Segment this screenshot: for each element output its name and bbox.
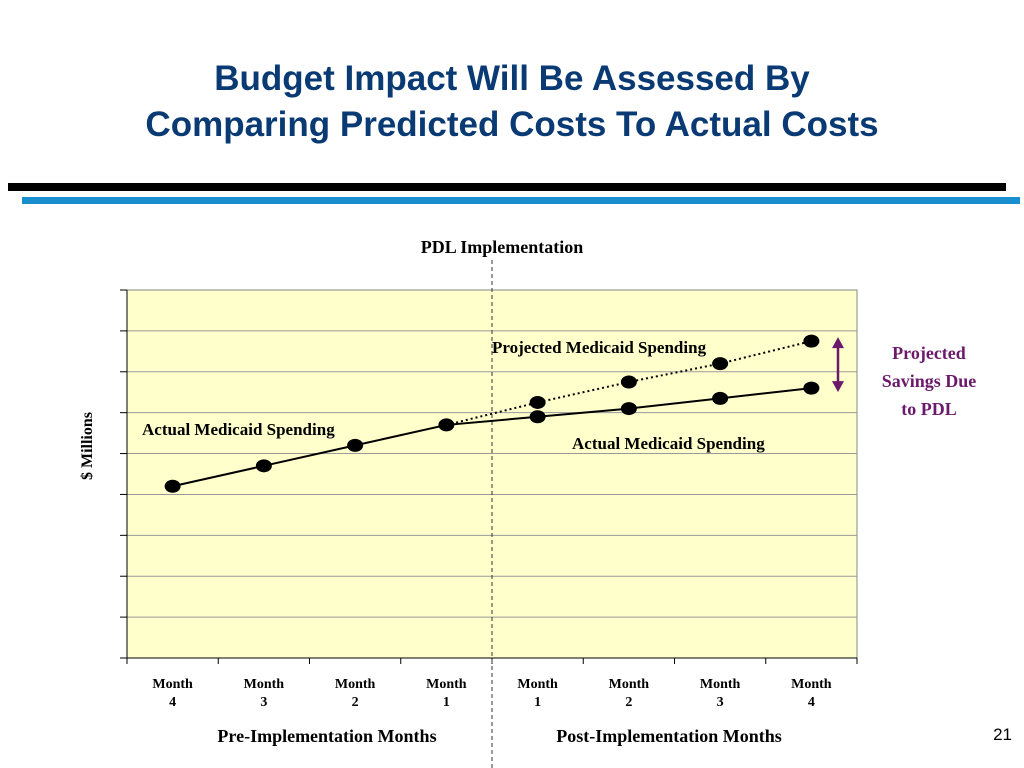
series-line-1 (446, 340, 812, 426)
data-point (164, 479, 181, 493)
data-point (255, 459, 272, 473)
data-point (529, 395, 546, 409)
data-point (803, 381, 820, 395)
x-tick-label: Month 1 (426, 677, 467, 710)
x-tick-label: Month 4 (791, 677, 832, 710)
projected-label: Projected Medicaid Spending (492, 338, 707, 357)
title-rule-black (8, 183, 1006, 191)
y-axis-label: $ Millions (79, 412, 96, 480)
slide-title: Budget Impact Will Be Assessed By Compar… (0, 56, 1024, 148)
actual-label-pre: Actual Medicaid Spending (142, 420, 335, 439)
title-line-2: Comparing Predicted Costs To Actual Cost… (145, 105, 879, 144)
data-point (712, 357, 729, 371)
x-tick-label: Month 1 (517, 677, 558, 710)
data-point (620, 402, 637, 416)
actual-label-post: Actual Medicaid Spending (572, 434, 765, 453)
post-group-label: Post-Implementation Months (556, 726, 782, 746)
savings-arrow-up-head (832, 337, 844, 349)
series-line-0 (172, 387, 812, 488)
data-point (712, 391, 729, 405)
title-line-1: Budget Impact Will Be Assessed By (214, 59, 810, 98)
savings-arrow-down-head (832, 381, 844, 393)
title-rule-blue (22, 197, 1020, 204)
x-tick-label: Month 2 (609, 677, 650, 710)
savings-label-line: to PDL (901, 399, 957, 419)
x-tick-label: Month 3 (244, 677, 285, 710)
data-point (529, 410, 546, 424)
savings-label-line: Projected (892, 343, 966, 363)
x-tick-label: Month 3 (700, 677, 741, 710)
x-tick-label: Month 4 (152, 677, 193, 710)
data-point (803, 334, 820, 348)
pre-group-label: Pre-Implementation Months (217, 726, 436, 746)
data-point (620, 375, 637, 389)
savings-label-line: Savings Due (882, 371, 977, 391)
data-point (347, 438, 364, 452)
divider-label: PDL Implementation (421, 237, 584, 257)
page-number: 21 (993, 725, 1012, 744)
x-tick-label: Month 2 (335, 677, 376, 710)
